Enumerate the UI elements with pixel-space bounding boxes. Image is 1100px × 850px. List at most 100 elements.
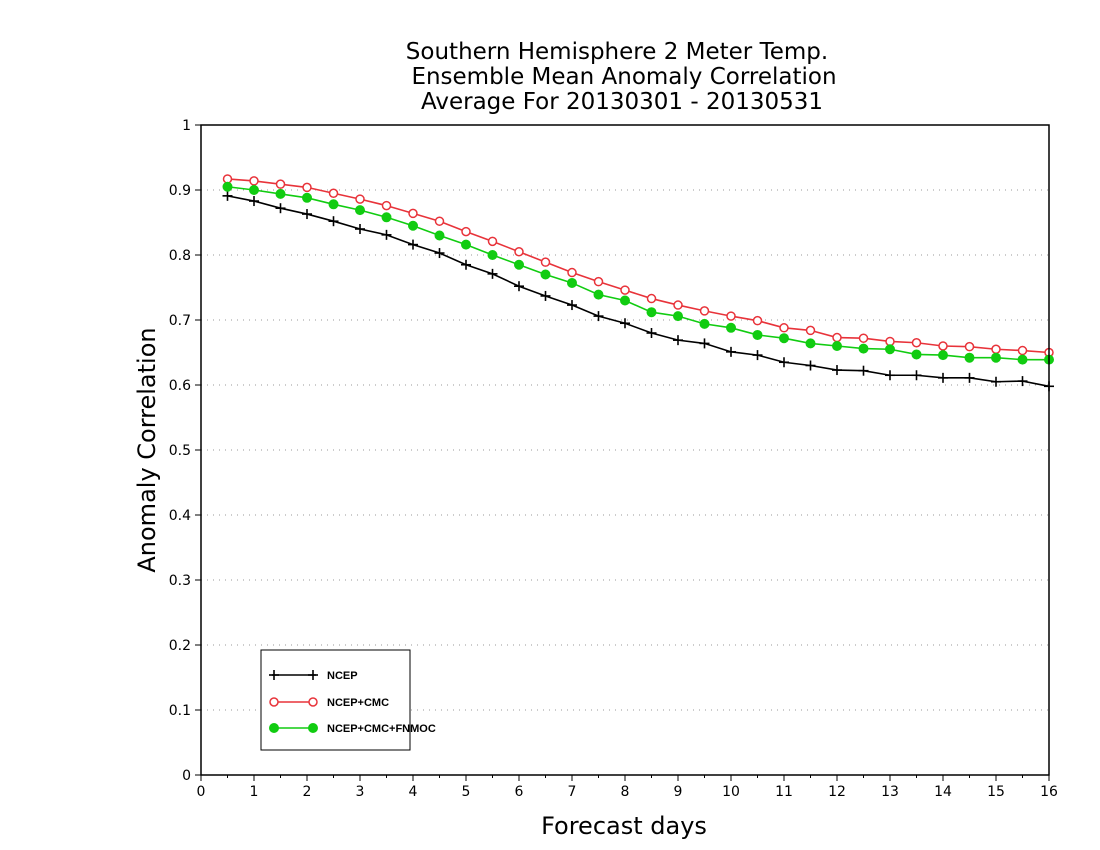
data-point [567, 277, 577, 288]
legend-swatch-marker [308, 723, 318, 733]
data-point [1017, 376, 1028, 387]
data-point [646, 328, 657, 338]
x-tick-label: 3 [356, 784, 365, 800]
data-point [381, 200, 392, 211]
data-point [885, 344, 895, 355]
data-point [461, 259, 471, 270]
data-point [911, 370, 922, 381]
series-line [227, 178, 1050, 354]
data-point [858, 333, 869, 343]
series-line [227, 195, 1050, 388]
data-point [938, 341, 948, 351]
axis-ticks: 00.10.20.30.40.50.60.70.80.910 1 2 3 4 5 6 7 8 9 1… [169, 118, 1058, 800]
data-point [593, 311, 604, 322]
data-point [646, 293, 657, 304]
data-point [514, 281, 524, 292]
y-tick-label: 0.7 [169, 313, 191, 329]
data-point [302, 192, 312, 203]
data-point [911, 349, 922, 360]
data-point [567, 300, 577, 311]
data-point [805, 338, 816, 349]
data-point [726, 322, 736, 333]
data-point [1017, 354, 1028, 365]
series-layer [222, 174, 1054, 392]
data-point [514, 259, 524, 270]
data-point [779, 357, 789, 368]
data-point [938, 372, 948, 383]
y-tick-label: 0 [182, 768, 191, 784]
data-point [620, 285, 630, 295]
data-point [487, 250, 498, 260]
legend: NCEP NCEP+CMC NCEP+CMC+FNMOC [260, 649, 436, 751]
legend-label: NCEP+CMC+FNMOC [327, 723, 436, 735]
legend-box [260, 649, 411, 751]
data-point [726, 346, 736, 357]
legend-entry: NCEP+CMC+FNMOC [269, 723, 436, 735]
data-point [408, 239, 418, 250]
data-point [275, 179, 286, 189]
series-line [227, 185, 1049, 361]
x-tick-label: 14 [934, 784, 952, 800]
data-point [885, 370, 895, 381]
x-tick-label: 10 [722, 784, 740, 800]
data-point [699, 306, 710, 316]
x-tick-label: 2 [303, 784, 312, 800]
data-point [408, 208, 418, 219]
data-point [964, 341, 975, 352]
data-point [991, 352, 1001, 363]
series-ncep-cmc-fnmoc [222, 181, 1054, 365]
series-ncep-cmc [222, 174, 1054, 358]
data-point [434, 248, 445, 259]
data-point [302, 182, 312, 193]
data-point [328, 188, 339, 198]
x-tick-label: 8 [621, 784, 630, 800]
data-point [514, 247, 524, 257]
x-tick-label: 9 [674, 784, 683, 800]
series-ncep [222, 190, 1054, 392]
data-point [222, 181, 233, 192]
data-point [540, 290, 551, 301]
x-axis-label: Forecast days [541, 812, 707, 840]
data-point [249, 185, 259, 195]
data-point [673, 300, 683, 310]
legend-entry: NCEP [269, 670, 358, 682]
data-point [593, 289, 604, 300]
data-point [832, 332, 842, 343]
data-point [487, 268, 498, 279]
legend-swatch-marker [269, 670, 279, 680]
data-point [752, 315, 763, 326]
y-tick-label: 1 [182, 118, 191, 134]
data-point [726, 311, 736, 321]
chart-title-line-3: Average For 20130301 - 20130531 [421, 89, 823, 115]
data-point [991, 344, 1001, 354]
data-point [461, 226, 471, 237]
x-tick-label: 7 [568, 784, 577, 800]
y-tick-label: 0.6 [169, 378, 191, 394]
legend-entries: NCEP NCEP+CMC NCEP+CMC+FNMOC [269, 670, 436, 735]
data-point [832, 365, 842, 376]
y-tick-label: 0.9 [169, 183, 191, 199]
data-point [646, 307, 657, 318]
data-point [355, 194, 365, 204]
data-point [249, 176, 259, 186]
data-point [328, 199, 339, 210]
y-axis-label: Anomaly Correlation [133, 327, 161, 572]
data-point [434, 230, 445, 241]
y-tick-label: 0.1 [169, 703, 191, 719]
data-point [673, 311, 683, 322]
data-point [911, 338, 922, 348]
data-point [381, 229, 392, 240]
chart-title-line-2: Ensemble Mean Anomaly Correlation [411, 64, 836, 90]
data-point [249, 196, 259, 207]
chart-title: Southern Hemisphere 2 Meter Temp. Ensemb… [406, 39, 837, 115]
data-point [355, 224, 365, 234]
data-point [540, 257, 551, 267]
data-point [620, 295, 630, 306]
y-tick-label: 0.2 [169, 638, 191, 654]
legend-label: NCEP [327, 670, 358, 682]
x-tick-label: 13 [881, 784, 899, 800]
x-tick-label: 12 [828, 784, 846, 800]
data-point [620, 318, 630, 329]
y-tick-label: 0.3 [169, 573, 191, 589]
